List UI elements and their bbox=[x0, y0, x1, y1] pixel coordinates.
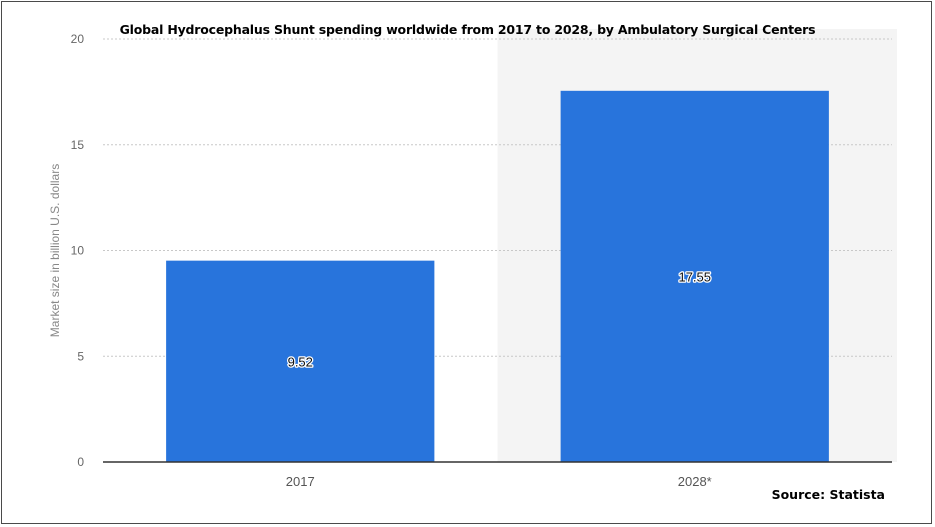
data-label: 17.55 bbox=[678, 269, 711, 284]
y-tick-label: 10 bbox=[71, 244, 85, 258]
x-axis-ticks: 2017 2028* bbox=[286, 474, 712, 489]
y-tick-label: 5 bbox=[77, 349, 84, 363]
y-axis-label: Market size in billion U.S. dollars bbox=[48, 164, 62, 337]
y-tick-label: 20 bbox=[71, 32, 85, 46]
x-tick-label: 2017 bbox=[286, 474, 315, 489]
data-label: 9.52 bbox=[288, 354, 313, 369]
y-tick-label: 15 bbox=[71, 138, 85, 152]
x-tick-label: 2028* bbox=[678, 474, 712, 489]
chart-title: Global Hydrocephalus Shunt spending worl… bbox=[119, 22, 816, 37]
bar-2017 bbox=[166, 260, 435, 462]
bars bbox=[166, 90, 829, 462]
y-axis-ticks: 0 5 10 15 20 bbox=[71, 32, 85, 469]
bar-2028 bbox=[560, 90, 829, 462]
source-credit: Source: Statista bbox=[771, 487, 885, 502]
y-tick-label: 0 bbox=[77, 455, 84, 469]
data-labels: 9.52 17.55 bbox=[286, 268, 712, 370]
